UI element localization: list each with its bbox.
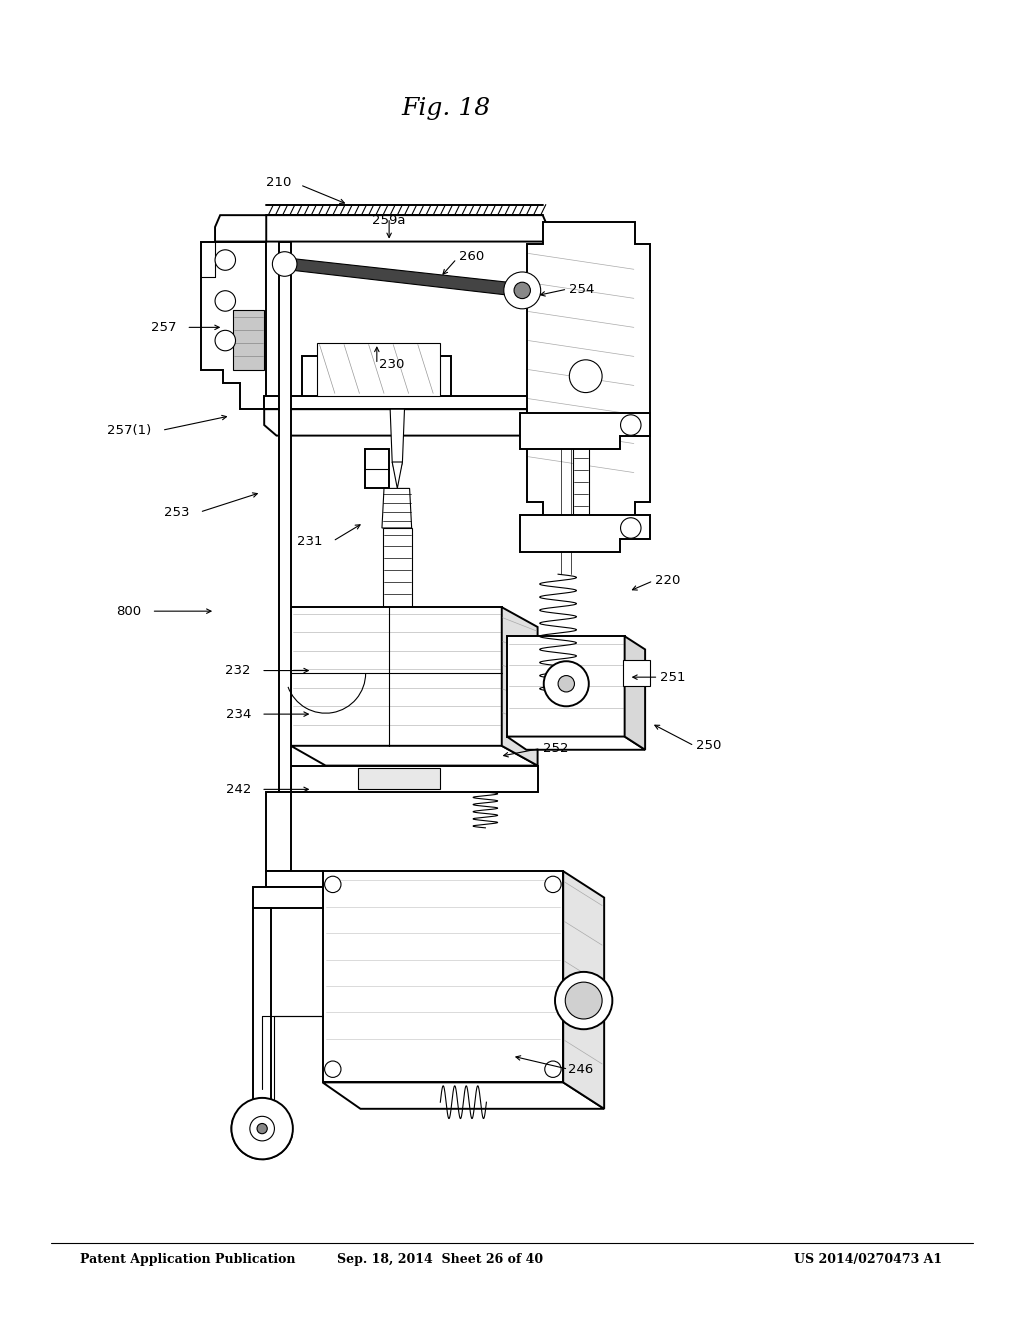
Text: 800: 800 — [116, 605, 141, 618]
Circle shape — [514, 282, 530, 298]
Polygon shape — [573, 416, 589, 521]
Text: 231: 231 — [297, 535, 323, 548]
Polygon shape — [527, 222, 650, 521]
Circle shape — [504, 272, 541, 309]
Polygon shape — [389, 409, 404, 482]
Circle shape — [545, 1061, 561, 1077]
Polygon shape — [279, 242, 291, 792]
Circle shape — [215, 290, 236, 312]
Circle shape — [555, 972, 612, 1030]
Polygon shape — [253, 908, 271, 1109]
Polygon shape — [507, 636, 625, 737]
Polygon shape — [201, 242, 266, 409]
Circle shape — [250, 1117, 274, 1140]
Polygon shape — [520, 515, 650, 552]
Circle shape — [215, 249, 236, 271]
Circle shape — [257, 1123, 267, 1134]
Text: 257(1): 257(1) — [108, 424, 152, 437]
Text: 257: 257 — [151, 321, 176, 334]
Circle shape — [231, 1098, 293, 1159]
Circle shape — [558, 676, 574, 692]
Polygon shape — [502, 607, 538, 766]
Text: US 2014/0270473 A1: US 2014/0270473 A1 — [794, 1253, 942, 1266]
Polygon shape — [233, 310, 264, 370]
Polygon shape — [563, 871, 604, 1109]
Polygon shape — [625, 636, 645, 750]
Polygon shape — [302, 356, 451, 396]
Polygon shape — [291, 766, 538, 792]
Polygon shape — [382, 488, 412, 528]
Polygon shape — [291, 607, 502, 746]
Polygon shape — [291, 746, 538, 766]
Circle shape — [215, 330, 236, 351]
Circle shape — [545, 876, 561, 892]
Circle shape — [325, 876, 341, 892]
Text: 250: 250 — [696, 739, 722, 752]
Polygon shape — [264, 396, 568, 409]
Polygon shape — [365, 449, 389, 488]
Text: Fig. 18: Fig. 18 — [400, 96, 490, 120]
Polygon shape — [253, 887, 323, 908]
Polygon shape — [215, 215, 266, 242]
Text: 246: 246 — [568, 1063, 594, 1076]
Polygon shape — [261, 215, 548, 242]
Text: 220: 220 — [655, 574, 681, 587]
Circle shape — [325, 1061, 341, 1077]
Polygon shape — [323, 871, 563, 1082]
Text: 234: 234 — [225, 708, 251, 721]
Polygon shape — [282, 257, 524, 297]
Circle shape — [565, 982, 602, 1019]
Text: 260: 260 — [459, 249, 484, 263]
Circle shape — [569, 360, 602, 392]
Polygon shape — [358, 768, 440, 789]
Polygon shape — [623, 660, 650, 686]
Polygon shape — [317, 343, 440, 396]
Text: Patent Application Publication: Patent Application Publication — [80, 1253, 296, 1266]
Text: 230: 230 — [379, 358, 404, 371]
Polygon shape — [266, 792, 291, 871]
Circle shape — [621, 414, 641, 436]
Circle shape — [621, 517, 641, 539]
Polygon shape — [507, 737, 645, 750]
Text: 254: 254 — [569, 282, 595, 296]
Polygon shape — [266, 871, 323, 887]
Text: 252: 252 — [543, 742, 568, 755]
Text: 259a: 259a — [373, 214, 406, 227]
Text: Sep. 18, 2014  Sheet 26 of 40: Sep. 18, 2014 Sheet 26 of 40 — [337, 1253, 544, 1266]
Text: 210: 210 — [266, 176, 292, 189]
Circle shape — [272, 252, 297, 276]
Polygon shape — [392, 462, 402, 488]
Text: 232: 232 — [225, 664, 251, 677]
Text: 251: 251 — [660, 671, 686, 684]
Circle shape — [544, 661, 589, 706]
Text: 242: 242 — [225, 783, 251, 796]
Text: 253: 253 — [164, 506, 189, 519]
Polygon shape — [383, 528, 412, 607]
Polygon shape — [264, 409, 584, 436]
Polygon shape — [323, 1082, 604, 1109]
Polygon shape — [520, 413, 650, 449]
